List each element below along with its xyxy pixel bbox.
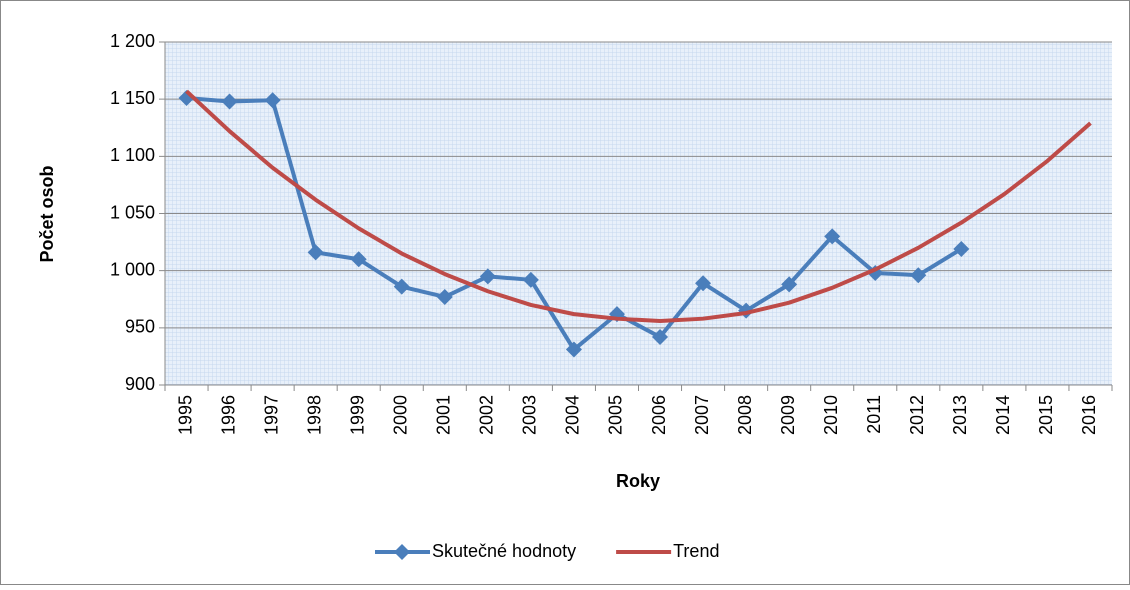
legend-marker xyxy=(394,544,410,560)
x-tick-label: 2016 xyxy=(1079,395,1099,435)
y-tick-label: 950 xyxy=(125,317,155,337)
x-tick-label: 2002 xyxy=(477,395,497,435)
x-tick-label: 2010 xyxy=(821,395,841,435)
x-tick-label: 2005 xyxy=(606,395,626,435)
data-point xyxy=(953,240,970,257)
x-axis-title: Roky xyxy=(616,471,660,491)
data-point xyxy=(910,267,927,284)
data-point xyxy=(221,93,238,110)
series-line xyxy=(185,89,1092,323)
data-point xyxy=(522,271,539,288)
data-point xyxy=(781,276,798,293)
x-tick-label: 1996 xyxy=(218,395,238,435)
data-point xyxy=(479,268,496,285)
data-point xyxy=(436,288,453,305)
x-tick-label: 1998 xyxy=(304,395,324,435)
x-tick-label: 2013 xyxy=(950,395,970,435)
data-point xyxy=(565,341,582,358)
y-axis-title: Počet osob xyxy=(37,165,57,262)
x-tick-label: 2011 xyxy=(864,395,884,434)
y-tick-label: 1 100 xyxy=(110,145,155,165)
data-point xyxy=(307,244,324,261)
x-tick-label: 2015 xyxy=(1036,395,1056,435)
data-point xyxy=(652,328,669,345)
x-tick-label: 2008 xyxy=(735,395,755,435)
x-tick-label: 2009 xyxy=(778,395,798,435)
x-tick-label: 2001 xyxy=(434,395,454,435)
x-tick-label: 2012 xyxy=(907,395,927,435)
x-tick-label: 2014 xyxy=(993,395,1013,435)
data-point xyxy=(824,228,841,245)
legend-label: Skutečné hodnoty xyxy=(432,541,576,561)
x-tick-label: 1995 xyxy=(175,395,195,435)
x-tick-label: 1999 xyxy=(347,395,367,435)
y-tick-label: 1 150 xyxy=(110,88,155,108)
legend-label: Trend xyxy=(673,541,719,561)
data-point xyxy=(264,92,281,109)
data-point xyxy=(393,278,410,295)
data-point xyxy=(695,275,712,292)
y-tick-label: 1 200 xyxy=(110,31,155,51)
y-tick-label: 900 xyxy=(125,374,155,394)
x-tick-label: 2007 xyxy=(692,395,712,435)
x-tick-label: 2003 xyxy=(520,395,540,435)
x-tick-label: 2004 xyxy=(563,395,583,435)
y-tick-label: 1 050 xyxy=(110,202,155,222)
y-tick-label: 1 000 xyxy=(110,259,155,279)
x-tick-label: 1997 xyxy=(261,395,281,435)
data-point xyxy=(350,251,367,268)
x-tick-label: 2006 xyxy=(649,395,669,435)
x-tick-label: 2000 xyxy=(391,395,411,435)
